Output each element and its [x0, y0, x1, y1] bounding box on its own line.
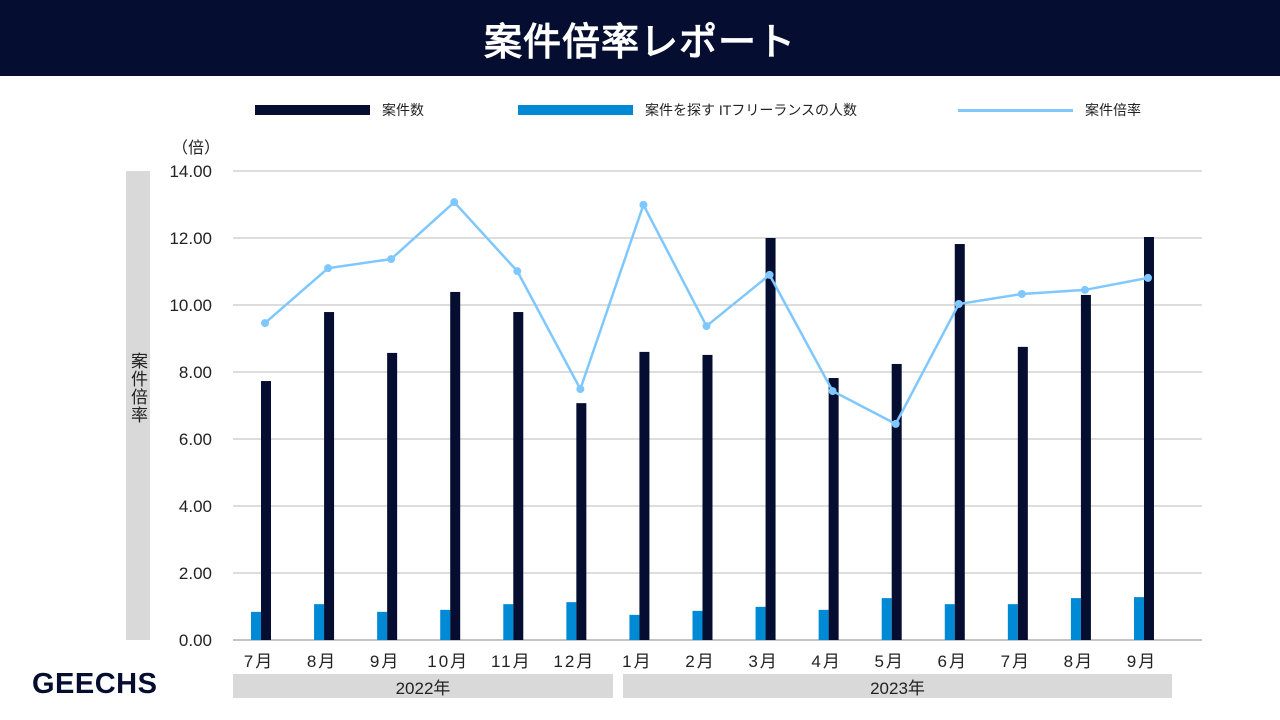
bar-freelancers	[251, 611, 261, 640]
y-axis-unit: （倍）	[172, 140, 221, 157]
y-tick-label: 10.00	[169, 296, 212, 315]
line-point-ratio	[324, 264, 333, 273]
legend-item-cases: 案件数	[255, 100, 424, 120]
legend-swatch	[255, 105, 370, 115]
bar-cases	[1017, 346, 1028, 640]
legend-label: 案件倍率	[1085, 102, 1141, 118]
bar-cases	[639, 351, 650, 640]
bar-cases	[450, 291, 461, 640]
bar-freelancers	[503, 604, 514, 640]
line-point-ratio	[891, 419, 900, 428]
bar-freelancers	[818, 609, 829, 640]
bar-cases	[1080, 294, 1091, 640]
line-point-ratio	[639, 200, 648, 209]
line-point-ratio	[828, 387, 837, 396]
x-tick-label: 7月	[1001, 652, 1031, 671]
bar-freelancers	[755, 606, 766, 640]
bar-cases	[954, 244, 965, 640]
line-point-ratio	[513, 267, 522, 276]
bar-freelancers	[1133, 597, 1144, 640]
x-tick-label: 8月	[307, 652, 337, 671]
bar-freelancers	[692, 610, 703, 640]
header: 案件倍率レポート	[0, 0, 1280, 76]
x-tick-label: 11月	[491, 652, 532, 671]
x-tick-label: 9月	[370, 652, 400, 671]
line-point-ratio	[1080, 285, 1089, 294]
y-axis-label-band	[126, 171, 150, 640]
line-point-ratio	[1017, 289, 1026, 298]
x-tick-label: 6月	[938, 652, 968, 671]
year-label-2022: 2022年	[233, 674, 613, 698]
bar-freelancers	[566, 602, 577, 640]
y-tick-label: 2.00	[179, 564, 212, 583]
line-point-ratio	[450, 198, 459, 207]
bar-freelancers	[1007, 604, 1018, 640]
bar-cases	[1143, 236, 1154, 640]
bar-cases	[261, 381, 271, 640]
line-point-ratio	[261, 319, 269, 328]
line-point-ratio	[387, 255, 396, 264]
bar-cases	[765, 238, 776, 640]
year-label-2023: 2023年	[623, 674, 1172, 698]
x-tick-label: 12月	[553, 652, 595, 671]
legend-item-ratio: 案件倍率	[958, 100, 1141, 120]
geechs-logo: GEECHS	[32, 668, 158, 700]
line-point-ratio	[765, 270, 774, 279]
y-tick-label: 0.00	[179, 631, 212, 650]
line-point-ratio	[954, 299, 963, 308]
bar-freelancers	[377, 611, 388, 640]
y-tick-label: 6.00	[179, 430, 212, 449]
line-point-ratio	[702, 322, 711, 331]
x-tick-label: 10月	[427, 652, 469, 671]
x-tick-label: 7月	[244, 652, 274, 671]
legend-swatch	[958, 108, 1073, 112]
y-axis-label: 案件倍率	[128, 352, 147, 424]
legend-item-freelancers: 案件を探す ITフリーランスの人数	[518, 100, 857, 120]
x-tick-label: 8月	[1064, 652, 1094, 671]
bar-freelancers	[944, 604, 955, 640]
bar-cases	[702, 354, 713, 640]
legend-label: 案件数	[382, 102, 424, 118]
y-tick-label: 8.00	[179, 363, 212, 382]
bar-freelancers	[314, 604, 325, 640]
line-point-ratio	[1143, 273, 1152, 282]
bar-cases	[324, 312, 335, 640]
legend-label: 案件を探す ITフリーランスの人数	[645, 102, 858, 118]
page-title: 案件倍率レポート	[483, 21, 796, 64]
bar-cases	[828, 378, 839, 640]
y-tick-label: 14.00	[169, 162, 212, 181]
bar-freelancers	[440, 609, 451, 640]
y-tick-label: 12.00	[169, 229, 212, 248]
legend-swatch	[518, 105, 633, 115]
legend: 案件数 案件を探す ITフリーランスの人数 案件倍率	[0, 100, 1280, 120]
x-tick-label: 9月	[1127, 652, 1157, 671]
bar-cases	[513, 312, 524, 640]
x-tick-label: 4月	[811, 652, 841, 671]
x-tick-label: 3月	[748, 652, 778, 671]
bar-freelancers	[629, 614, 640, 640]
bar-cases	[891, 363, 902, 640]
bar-cases	[387, 352, 398, 640]
x-tick-label: 1月	[622, 652, 652, 671]
y-tick-label: 4.00	[179, 497, 212, 516]
bar-freelancers	[1070, 598, 1081, 640]
x-tick-label: 5月	[874, 652, 904, 671]
bar-freelancers	[881, 598, 892, 640]
bar-cases	[576, 403, 587, 640]
line-point-ratio	[576, 385, 585, 394]
x-tick-label: 2月	[685, 652, 715, 671]
